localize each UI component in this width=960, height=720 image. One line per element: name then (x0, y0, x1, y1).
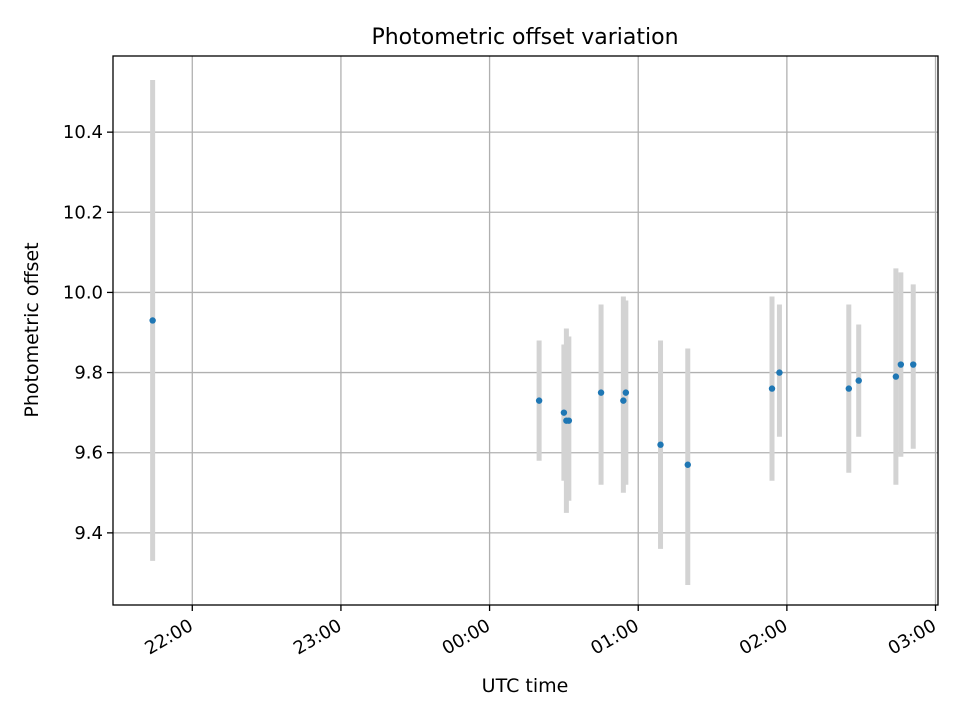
data-point (622, 389, 630, 396)
y-tick-label: 9.8 (74, 363, 103, 384)
y-tick-label: 10.2 (63, 202, 103, 223)
data-point (560, 409, 568, 416)
y-axis-ticks: 9.4 9.6 9.8 10.0 10.2 10.4 (63, 122, 113, 544)
data-point (149, 317, 156, 324)
plot-frame (112, 55, 939, 606)
data-point (776, 369, 783, 376)
data-point (910, 361, 917, 368)
data-point (565, 417, 573, 424)
chart-title: Photometric offset variation (371, 25, 678, 50)
data-point (845, 385, 853, 392)
data-point (892, 373, 900, 380)
data-point (535, 397, 543, 404)
y-tick-label: 9.4 (74, 523, 103, 544)
data-points (149, 317, 917, 468)
y-tick-label: 9.6 (74, 443, 103, 464)
y-tick-label: 10.0 (63, 282, 103, 303)
data-point (684, 461, 691, 468)
data-point (657, 441, 664, 448)
x-axis-label: UTC time (482, 675, 569, 697)
data-point (597, 389, 605, 396)
data-point (897, 361, 905, 368)
y-tick-label: 10.4 (63, 122, 103, 143)
y-axis-label: Photometric offset (21, 242, 43, 417)
grid-lines (113, 56, 938, 605)
data-point (855, 377, 862, 384)
data-point (768, 385, 776, 392)
data-point (620, 397, 627, 404)
